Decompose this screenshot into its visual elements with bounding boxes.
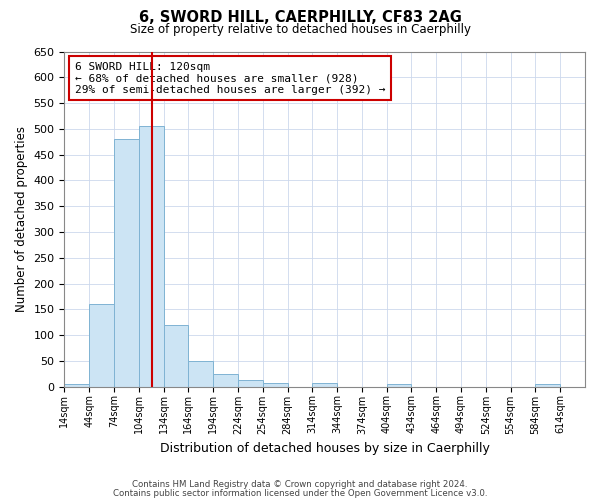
Bar <box>386 384 412 386</box>
Bar <box>263 382 287 386</box>
Text: Contains HM Land Registry data © Crown copyright and database right 2024.: Contains HM Land Registry data © Crown c… <box>132 480 468 489</box>
Bar <box>139 126 164 386</box>
Bar <box>114 139 139 386</box>
Text: Size of property relative to detached houses in Caerphilly: Size of property relative to detached ho… <box>130 22 470 36</box>
Text: Contains public sector information licensed under the Open Government Licence v3: Contains public sector information licen… <box>113 488 487 498</box>
Bar <box>313 383 337 386</box>
Bar <box>238 380 263 386</box>
Bar <box>188 361 213 386</box>
Bar <box>535 384 560 386</box>
Y-axis label: Number of detached properties: Number of detached properties <box>15 126 28 312</box>
Bar <box>64 384 89 386</box>
Bar <box>164 325 188 386</box>
Bar <box>213 374 238 386</box>
Text: 6 SWORD HILL: 120sqm
← 68% of detached houses are smaller (928)
29% of semi-deta: 6 SWORD HILL: 120sqm ← 68% of detached h… <box>75 62 385 95</box>
Text: 6, SWORD HILL, CAERPHILLY, CF83 2AG: 6, SWORD HILL, CAERPHILLY, CF83 2AG <box>139 10 461 25</box>
X-axis label: Distribution of detached houses by size in Caerphilly: Distribution of detached houses by size … <box>160 442 490 455</box>
Bar <box>89 304 114 386</box>
